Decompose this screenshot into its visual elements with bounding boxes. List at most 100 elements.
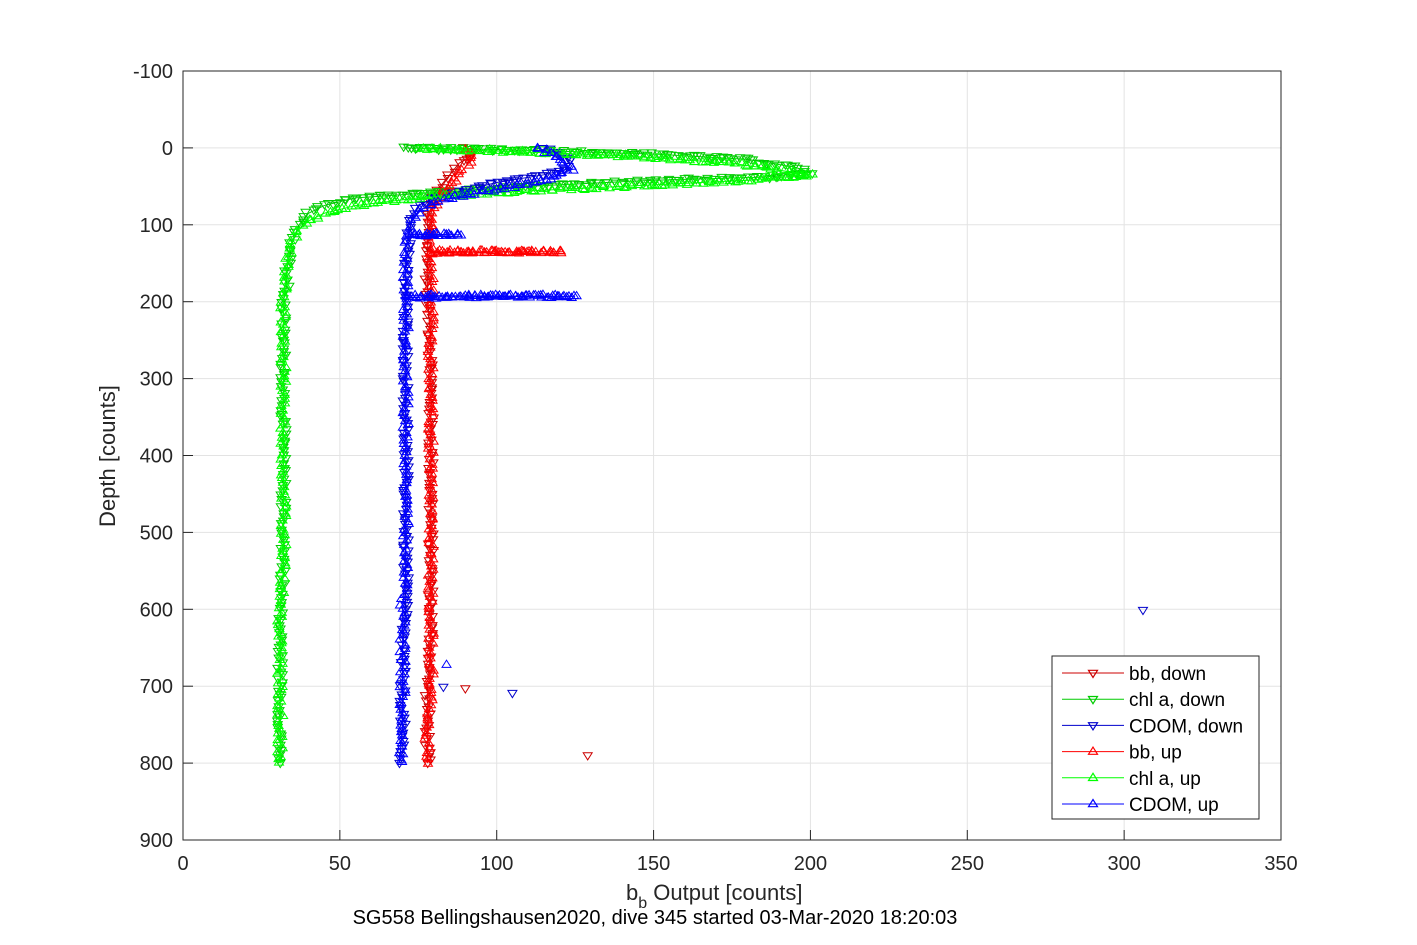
data-point [418,190,429,200]
data-point [459,143,471,153]
data-point [438,193,450,203]
data-point [465,152,476,161]
data-point [272,700,283,710]
data-point [390,194,402,204]
data-point [424,264,436,273]
data-point [598,180,610,190]
data-point [400,238,412,247]
data-point [332,204,344,214]
data-point [273,723,285,732]
data-point [642,180,654,190]
data-point [395,704,407,713]
data-point [426,572,438,582]
data-point [273,753,284,763]
data-point [632,179,644,188]
data-point [400,446,412,456]
data-point [421,721,433,731]
data-point [399,553,411,563]
data-point [414,207,426,217]
data-point [428,273,439,282]
data-point [276,385,288,394]
data-point [300,208,311,218]
data-point [390,191,402,201]
data-point [423,679,435,689]
data-point [422,346,434,355]
data-point [423,633,434,642]
data-point [456,164,468,174]
data-point [277,287,289,297]
data-point [683,177,695,187]
data-point [482,146,494,156]
data-point [535,175,547,185]
data-point [468,189,480,198]
data-point [402,263,414,272]
data-point [423,642,435,651]
data-point [395,720,407,729]
data-point [424,612,436,621]
legend-marker [1087,695,1099,705]
data-point [427,403,439,413]
data-point [395,674,406,683]
data-point [274,583,286,593]
data-point [400,395,412,405]
data-point [515,291,527,301]
data-point [399,415,411,425]
data-point [465,157,477,166]
data-point [427,220,438,229]
data-point [566,161,577,170]
data-point [424,229,436,238]
legend-item: bb, up [1062,743,1182,764]
data-point [278,346,290,356]
data-point [423,719,435,729]
data-point [272,716,284,726]
data-point [279,552,291,562]
data-point [395,697,407,706]
legend-label: chl a, down [1129,690,1225,711]
data-point [275,400,287,409]
data-point [434,142,446,152]
data-point [275,520,287,529]
data-point [432,188,444,197]
data-point [425,353,436,363]
data-point [401,369,412,379]
data-point [442,144,453,154]
data-point [424,299,436,309]
x-tick-label: 250 [951,853,984,875]
data-point [428,312,440,322]
data-point [487,245,499,254]
legend: bb, down chl a, down CDOM, down bb, up chl a… [1051,655,1260,820]
x-axis-label-sub: b [638,895,647,912]
legend-label: bb, up [1129,743,1182,764]
legend-items: bb, down chl a, down CDOM, down bb, up chl a… [1062,664,1243,816]
data-point [705,175,717,185]
data-point [404,221,416,230]
data-point [430,227,442,237]
data-point [425,547,436,556]
data-point [276,635,288,645]
data-point [277,404,289,414]
data-point [424,382,435,391]
data-point [397,651,409,660]
data-point [756,160,768,170]
data-point [278,272,290,281]
data-point [638,178,650,187]
data-point [400,620,412,629]
data-point [490,289,502,298]
data-point [453,166,465,175]
data-point [538,183,550,193]
data-point [557,148,569,158]
data-point [423,338,435,347]
data-point [334,199,346,208]
data-point [427,694,438,704]
data-point [547,290,559,299]
x-axis-label-main: b [626,880,638,905]
data-point [422,569,434,579]
legend-item: CDOM, down [1062,716,1243,737]
data-point [425,401,436,411]
data-point [425,687,437,696]
data-point [469,290,481,300]
data-point [566,292,578,301]
legend-box [1051,655,1260,820]
data-point [427,553,439,563]
data-point [443,183,455,193]
